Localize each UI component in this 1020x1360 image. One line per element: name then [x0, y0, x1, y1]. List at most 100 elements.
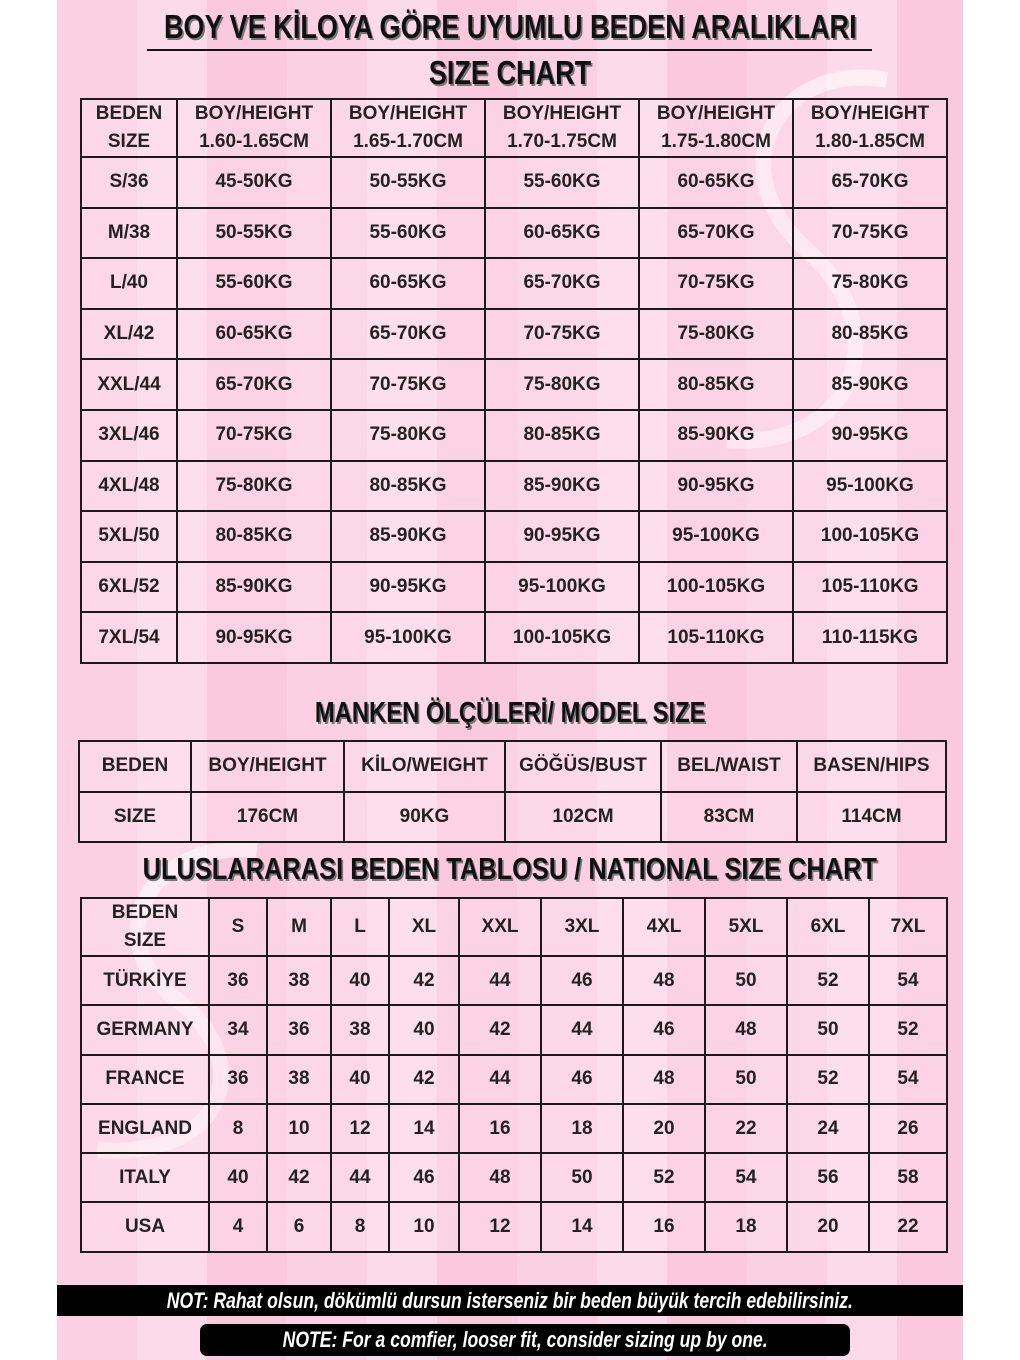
header-cell-line: 1.75-1.80CM [661, 131, 771, 152]
table-cell: 20 [622, 1102, 706, 1155]
table-cell: 52 [786, 1053, 870, 1105]
header-cell: M [266, 897, 332, 957]
table-cell: 46 [622, 1004, 706, 1056]
note-turkish-band: NOT: Rahat olsun, dökümlü dursun isterse… [57, 1285, 963, 1316]
table-cell: 50-55KG [330, 156, 486, 209]
table-row: 4XL/48 75-80KG 80-85KG 85-90KG 90-95KG 95-100… [80, 459, 948, 513]
table-cell: 38 [266, 954, 332, 1007]
header-cell-line: 1.60-1.65CM [199, 131, 309, 152]
table-cell: 60-65KG [638, 156, 794, 209]
table-cell: 42 [458, 1004, 542, 1056]
title-underline [147, 49, 872, 51]
header-cell-line: BOY/HEIGHT [656, 103, 776, 124]
table-cell: 42 [266, 1152, 332, 1204]
row-label-cell: GERMANY [80, 1004, 210, 1056]
row-label-cell: FRANCE [80, 1053, 210, 1105]
table-cell: 80-85KG [330, 459, 486, 513]
header-cell-line: BEDEN [111, 902, 179, 923]
header-cell: BEDEN SIZE [80, 897, 210, 957]
table-cell: 100-105KG [484, 611, 640, 664]
header-cell: BEDEN [78, 740, 192, 793]
table-cell: 48 [622, 954, 706, 1007]
table-cell: 60-65KG [176, 307, 332, 361]
header-row: BEDEN SIZE BOY/HEIGHT 1.60-1.65CM BOY/HEIGHT… [80, 98, 948, 158]
table-row: ITALY 40 42 44 46 48 50 52 54 56 58 [80, 1152, 948, 1204]
table-cell: 16 [622, 1201, 706, 1253]
row-label-cell: USA [80, 1201, 210, 1253]
table-cell: 50 [704, 1053, 788, 1105]
table-row: 3XL/46 70-75KG 75-80KG 80-85KG 85-90KG 90-95K… [80, 408, 948, 462]
table-cell: 52 [868, 1004, 948, 1056]
table-row: L/40 55-60KG 60-65KG 65-70KG 70-75KG 75-80KG [80, 257, 948, 310]
table-cell: 65-70KG [484, 257, 640, 310]
table-cell: 4 [208, 1201, 268, 1253]
header-row: BEDEN BOY/HEIGHT KİLO/WEIGHT GÖĞÜS/BUST BEL/… [78, 740, 947, 793]
table-cell: 70-75KG [176, 408, 332, 462]
table-row: S/36 45-50KG 50-55KG 55-60KG 60-65KG 65-70KG [80, 156, 948, 209]
header-cell: BASEN/HIPS [796, 740, 947, 793]
table-cell: 75-80KG [638, 307, 794, 361]
table-cell: 45-50KG [176, 156, 332, 209]
size-chart-table: BEDEN SIZE BOY/HEIGHT 1.60-1.65CM BOY/HEIGHT… [80, 98, 948, 664]
row-label-cell: SIZE [78, 790, 192, 843]
table-cell: 60-65KG [330, 257, 486, 310]
table-cell: 40 [208, 1152, 268, 1204]
table-cell: 60-65KG [484, 206, 640, 260]
table-cell: 75-80KG [484, 358, 640, 411]
table-cell: 8 [330, 1201, 390, 1253]
row-label-cell: S/36 [80, 156, 178, 209]
table-cell: 44 [458, 954, 542, 1007]
table-cell: 50 [540, 1152, 624, 1204]
table-cell: 90-95KG [176, 611, 332, 664]
row-label-cell: 7XL/54 [80, 611, 178, 664]
table-cell: 22 [704, 1102, 788, 1155]
table-cell: 50 [786, 1004, 870, 1056]
table-cell: 55-60KG [330, 206, 486, 260]
table-cell: 65-70KG [792, 156, 948, 209]
table-cell: 18 [704, 1201, 788, 1253]
table-cell: 80-85KG [792, 307, 948, 361]
header-cell: XXL [458, 897, 542, 957]
row-label-cell: XXL/44 [80, 358, 178, 411]
header-cell-line: 1.80-1.85CM [815, 131, 925, 152]
note-english-band: NOTE: For a comfier, looser fit, conside… [200, 1324, 850, 1356]
header-cell: BOY/HEIGHT 1.60-1.65CM [176, 98, 332, 158]
table-cell: 102CM [504, 790, 662, 843]
note-turkish: NOT: Rahat olsun, dökümlü dursun isterse… [166, 1288, 854, 1313]
table-cell: 70-75KG [484, 307, 640, 361]
row-label-cell: 6XL/52 [80, 560, 178, 614]
table-cell: 54 [868, 954, 948, 1007]
table-cell: 40 [388, 1004, 460, 1056]
table-cell: 8 [208, 1102, 268, 1155]
table-cell: 85-90KG [638, 408, 794, 462]
table-row: 6XL/52 85-90KG 90-95KG 95-100KG 100-105KG 105… [80, 560, 948, 614]
table-cell: 12 [458, 1201, 542, 1253]
table-cell: 70-75KG [330, 358, 486, 411]
table-cell: 70-75KG [792, 206, 948, 260]
table-cell: 6 [266, 1201, 332, 1253]
model-size-title: MANKEN ÖLÇÜLERİ/ MODEL SIZE [314, 697, 706, 729]
table-row: SIZE 176CM 90KG 102CM 83CM 114CM [78, 790, 947, 843]
table-cell: 10 [388, 1201, 460, 1253]
header-cell: XL [388, 897, 460, 957]
table-cell: 90-95KG [330, 560, 486, 614]
header-cell: BEL/WAIST [660, 740, 798, 793]
table-cell: 95-100KG [484, 560, 640, 614]
table-cell: 100-105KG [638, 560, 794, 614]
table-cell: 58 [868, 1152, 948, 1204]
table-cell: 14 [540, 1201, 624, 1253]
header-cell-line: BOY/HEIGHT [502, 103, 622, 124]
table-cell: 90-95KG [484, 510, 640, 563]
header-cell: KİLO/WEIGHT [343, 740, 506, 793]
table-cell: 48 [704, 1004, 788, 1056]
header-cell: BEDEN SIZE [80, 98, 178, 158]
page-subtitle: SIZE CHART [428, 54, 592, 91]
header-cell: L [330, 897, 390, 957]
table-cell: 48 [622, 1053, 706, 1105]
header-cell-line: 1.65-1.70CM [353, 131, 463, 152]
table-cell: 105-110KG [638, 611, 794, 664]
row-label-cell: XL/42 [80, 307, 178, 361]
header-cell: BOY/HEIGHT 1.75-1.80CM [638, 98, 794, 158]
table-cell: 44 [330, 1152, 390, 1204]
table-cell: 36 [208, 1053, 268, 1105]
